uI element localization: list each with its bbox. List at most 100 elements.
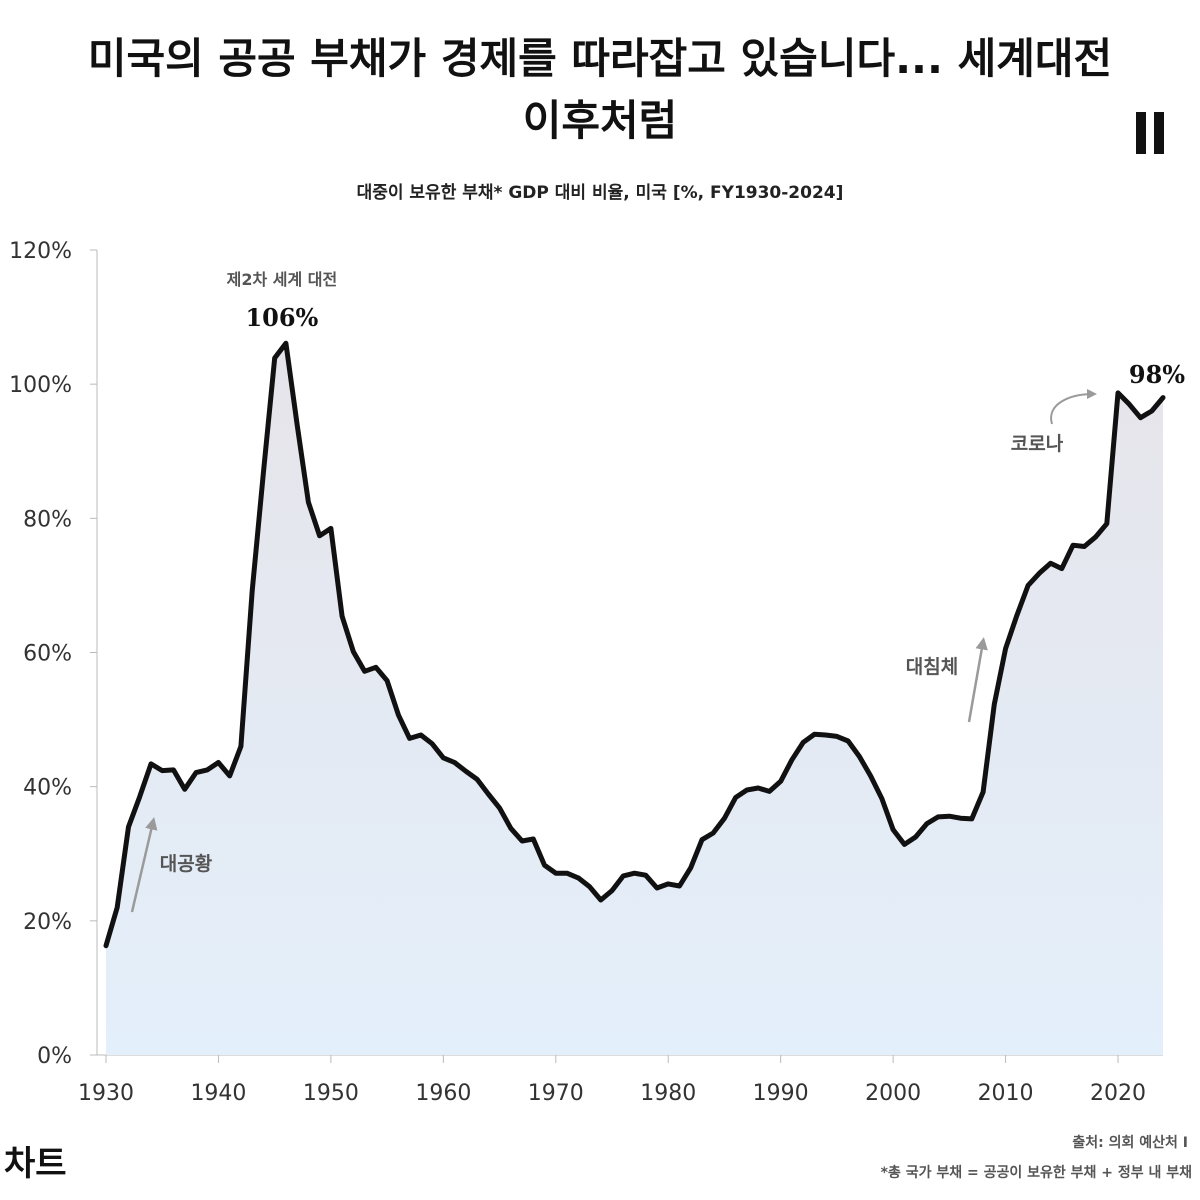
data-point	[173, 769, 174, 771]
data-point	[375, 666, 377, 668]
data-point	[184, 788, 186, 790]
data-point	[712, 832, 714, 834]
data-point	[195, 772, 197, 774]
data-point	[982, 791, 984, 793]
data-point	[802, 741, 804, 743]
data-point	[532, 838, 534, 840]
data-point	[870, 775, 872, 777]
data-point	[948, 815, 950, 817]
arrow-covid	[1050, 389, 1097, 425]
data-point	[454, 762, 456, 763]
x-tick-label: 2020	[1090, 1081, 1146, 1106]
data-point	[510, 827, 512, 829]
data-point	[161, 770, 163, 772]
data-point	[1038, 572, 1040, 574]
arrow-recession	[967, 637, 988, 723]
data-point	[926, 823, 928, 825]
y-tick-label: 40%	[23, 776, 72, 801]
source-note: 출처: 의회 예산처 I	[1072, 1135, 1188, 1151]
annotation-wwii: 제2차 세계 대전	[227, 270, 338, 289]
pause-icon	[1134, 112, 1166, 154]
annotation-peak-2024: 98%	[1129, 360, 1185, 389]
data-point	[409, 737, 411, 739]
x-tick-label: 1940	[190, 1081, 246, 1106]
data-point	[679, 885, 680, 887]
data-point	[735, 796, 737, 798]
data-point	[1162, 397, 1164, 399]
y-tick-label: 100%	[9, 373, 72, 398]
data-point	[499, 807, 501, 809]
data-point	[431, 743, 433, 745]
area-fill	[106, 343, 1163, 1055]
data-point	[341, 615, 343, 617]
data-point	[465, 770, 467, 772]
data-point	[217, 762, 219, 763]
y-tick-label: 0%	[37, 1044, 72, 1069]
data-point	[701, 839, 703, 841]
data-point	[825, 734, 827, 736]
data-point	[105, 945, 107, 947]
x-tick-label: 1930	[78, 1081, 134, 1106]
data-point	[667, 883, 669, 885]
data-point	[229, 775, 231, 777]
data-point	[881, 798, 883, 800]
data-point	[1050, 562, 1052, 564]
data-point	[1072, 544, 1074, 546]
data-point	[240, 745, 242, 747]
data-point	[813, 733, 815, 735]
data-point	[442, 757, 444, 759]
data-point	[521, 840, 523, 842]
data-point	[544, 864, 545, 866]
annotation-depression: 대공황	[160, 852, 213, 875]
data-point	[150, 763, 152, 765]
data-point	[892, 829, 894, 831]
data-point	[1083, 546, 1085, 547]
data-point	[960, 817, 962, 819]
brand-label: 차트	[4, 1144, 67, 1184]
data-point	[791, 759, 793, 761]
data-point	[420, 734, 422, 736]
annotation-peak-1946: 106%	[245, 303, 318, 332]
data-point	[1140, 417, 1141, 419]
data-point	[116, 906, 118, 908]
data-point	[352, 651, 354, 653]
data-point	[206, 769, 208, 771]
x-tick-label: 1960	[415, 1081, 471, 1106]
data-point	[847, 740, 849, 742]
data-point	[555, 872, 557, 874]
data-point	[1061, 568, 1063, 570]
chart-title: 미국의 공공 부채가 경제를 따라잡고 있습니다... 세계대전 이후처럼	[20, 28, 1180, 152]
data-point	[476, 778, 478, 780]
data-point	[971, 818, 973, 820]
data-point	[319, 535, 321, 537]
data-point	[1117, 392, 1119, 394]
data-point	[645, 874, 647, 876]
data-point	[903, 843, 905, 845]
data-point	[724, 817, 725, 819]
data-point	[285, 342, 287, 344]
data-point	[780, 780, 782, 782]
x-tick-label: 1950	[303, 1081, 359, 1106]
data-point	[768, 790, 770, 792]
data-point	[330, 527, 332, 529]
title-line-1: 미국의 공공 부채가 경제를 따라잡고 있습니다... 세계대전	[87, 34, 1113, 83]
x-tick-label: 2010	[978, 1081, 1034, 1106]
data-point	[622, 875, 624, 877]
data-point	[397, 714, 399, 716]
y-tick-label: 60%	[23, 642, 72, 667]
x-tick-label: 1990	[753, 1081, 809, 1106]
data-point	[1016, 615, 1018, 617]
data-point	[993, 703, 995, 705]
data-point	[364, 670, 366, 672]
data-point	[1106, 523, 1108, 525]
data-point	[1095, 536, 1096, 538]
data-point	[251, 590, 253, 592]
x-tick-label: 2000	[865, 1081, 921, 1106]
data-point	[589, 886, 590, 888]
data-point	[634, 872, 635, 874]
y-tick-label: 120%	[9, 239, 72, 264]
arrow-depression	[130, 817, 158, 913]
data-point	[757, 787, 759, 789]
data-point	[858, 756, 860, 757]
